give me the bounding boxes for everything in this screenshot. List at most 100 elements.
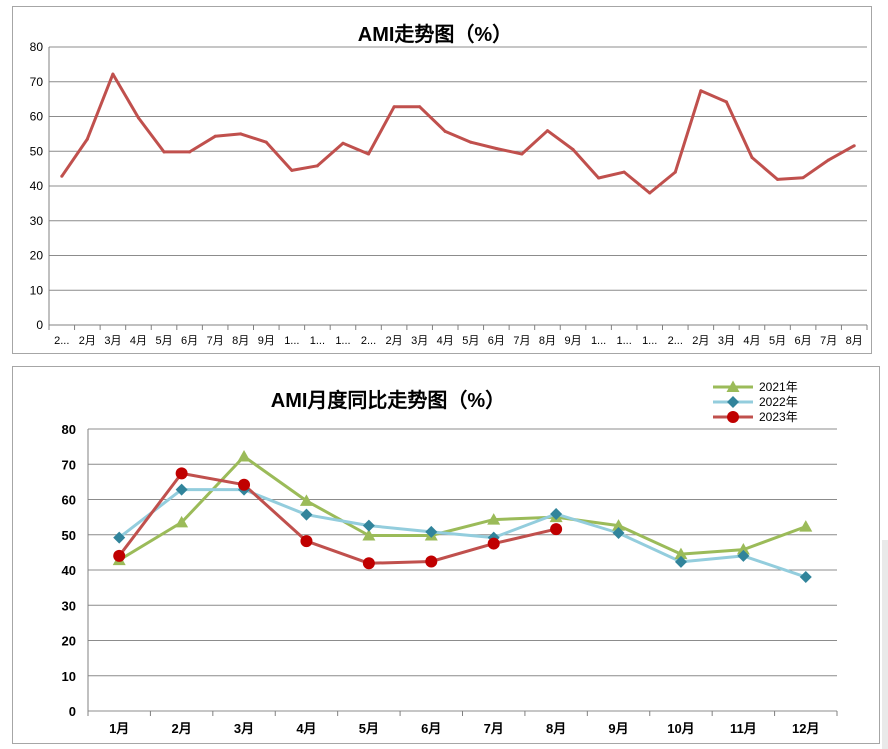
data-point-diamond: [300, 508, 313, 521]
data-point: [162, 150, 166, 154]
y-tick-label: 40: [62, 563, 76, 578]
x-tick-label: 5月: [359, 721, 379, 736]
data-point-diamond: [425, 525, 438, 538]
x-tick-label: 1...: [310, 335, 325, 347]
x-tick-label: 6月: [488, 335, 505, 347]
data-point: [801, 176, 805, 180]
data-point: [315, 164, 319, 168]
y-tick-label: 40: [30, 179, 44, 193]
x-tick-label: 1...: [591, 335, 606, 347]
x-tick-label: 4月: [743, 335, 760, 347]
data-point: [494, 146, 498, 150]
x-tick-label: 5月: [769, 335, 786, 347]
data-point-circle: [113, 549, 126, 562]
data-point: [443, 129, 447, 133]
x-tick-label: 7月: [820, 335, 837, 347]
x-tick-label: 3月: [104, 335, 121, 347]
series-line-2: [118, 488, 807, 579]
y-tick-label: 30: [62, 598, 76, 613]
chart-panel-ami-trend: AMI走势图（%） 0 10 20 30 40 50 60 70 80 2... 2月 3月 4月 5月 6月…: [12, 6, 872, 354]
series-line-1: [118, 455, 807, 562]
x-tick-label: 3月: [411, 335, 428, 347]
ami-yoy-chart: AMI月度同比走势图（%） 0 10 20 30 40 50 60 70 80 1月 2月 3月 4月 5月…: [62, 380, 838, 736]
data-point-triangle: [674, 547, 688, 560]
data-point: [469, 140, 473, 144]
data-point: [648, 191, 652, 195]
data-point-diamond: [737, 549, 750, 562]
y-tick-label: 20: [30, 249, 44, 263]
data-point: [239, 132, 243, 136]
x-tick-label: 7月: [484, 721, 504, 736]
data-point-triangle: [299, 494, 313, 506]
legend-label: 2021年: [759, 380, 798, 394]
x-tick-label: 2月: [692, 335, 709, 347]
x-tick-label: 11月: [730, 721, 757, 736]
ami-trend-chart: AMI走势图（%） 0 10 20 30 40 50 60 70 80 2... 2月 3月 4月 5月 6月…: [30, 22, 868, 347]
y-tick-label: 70: [62, 457, 76, 472]
data-point: [571, 148, 575, 152]
data-point-triangle: [736, 543, 750, 555]
data-point: [111, 72, 115, 76]
data-point: [750, 156, 754, 160]
data-point: [673, 170, 677, 174]
data-point-diamond: [612, 526, 625, 539]
data-point-diamond: [113, 531, 126, 544]
data-point-diamond: [674, 555, 687, 568]
legend-label: 2023年: [759, 410, 798, 424]
x-tick-label: 8月: [546, 721, 566, 736]
data-point-triangle: [612, 519, 626, 531]
x-tick-label: 12月: [792, 721, 819, 736]
x-tick-label: 8月: [846, 335, 863, 347]
series-line-ami: [60, 72, 855, 195]
x-tick-label: 7月: [207, 335, 224, 347]
x-tick-label: 5月: [462, 335, 479, 347]
data-point: [188, 150, 192, 154]
data-point: [290, 168, 294, 172]
x-tick-label: 10月: [667, 721, 694, 736]
x-tick-label: 8月: [232, 335, 249, 347]
x-tick-label: 2月: [386, 335, 403, 347]
data-point: [264, 140, 268, 144]
x-tick-label: 2月: [172, 721, 192, 736]
legend-marker: [727, 396, 739, 408]
series-line-3: [118, 471, 557, 565]
legend-marker: [727, 411, 739, 423]
data-point-circle: [362, 557, 375, 570]
y-tick-label: 10: [62, 669, 76, 684]
x-tick-label: 2...: [361, 335, 376, 347]
y-tick-label: 60: [62, 493, 76, 508]
data-point-triangle: [175, 515, 189, 528]
chart-title: AMI走势图（%）: [358, 22, 512, 46]
y-tick-label: 50: [62, 528, 76, 543]
x-tick-label: 9月: [258, 335, 275, 347]
data-point-circle: [238, 478, 251, 491]
y-tick-label: 80: [62, 422, 76, 437]
data-point-diamond: [799, 571, 812, 584]
chart-panel-ami-yoy: AMI月度同比走势图（%） 0 10 20 30 40 50 60 70 80 1月 2月 3月 4月 5月…: [12, 366, 880, 744]
x-tick-label: 1...: [642, 335, 657, 347]
y-tick-label: 60: [30, 110, 44, 124]
y-tick-label: 0: [69, 704, 76, 719]
x-tick-label: 7月: [513, 335, 530, 347]
data-point: [60, 174, 64, 178]
x-tick-label: 5月: [155, 335, 172, 347]
x-tick-label: 1...: [335, 335, 350, 347]
data-point: [597, 176, 601, 180]
y-tick-label: 10: [30, 283, 44, 297]
data-point-circle: [425, 555, 438, 568]
x-tick-label: 4月: [437, 335, 454, 347]
data-point: [392, 105, 396, 109]
data-point-diamond: [362, 519, 375, 532]
data-point: [85, 137, 89, 141]
data-point: [622, 170, 626, 174]
data-point: [724, 100, 728, 104]
data-point: [545, 129, 549, 133]
data-point: [852, 144, 856, 148]
data-point-circle: [175, 467, 188, 480]
legend-marker: [726, 380, 740, 392]
data-point: [341, 141, 345, 145]
x-tick-label: 9月: [564, 335, 581, 347]
y-tick-label: 80: [30, 40, 44, 54]
x-tick-label: 6月: [795, 335, 812, 347]
data-point-triangle: [237, 449, 251, 462]
